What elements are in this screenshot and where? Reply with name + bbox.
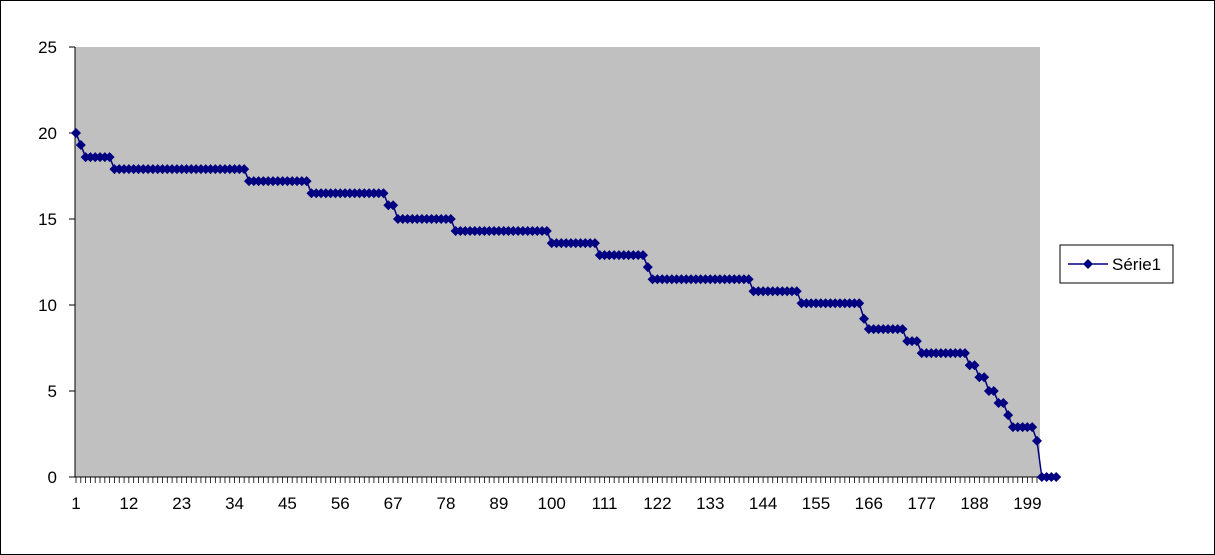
- x-axis: 1 12 23 34 45 56 67 78 89 100 111 122 133 144 155 166 17…: [71, 476, 1042, 513]
- legend-marker-serie1: [1083, 259, 1093, 269]
- data-point: [301, 176, 312, 187]
- x-tick-label: 122: [643, 494, 671, 513]
- data-point: [969, 360, 980, 371]
- x-tick-label: 1: [71, 494, 80, 513]
- x-tick-label: 56: [331, 494, 350, 513]
- data-point: [445, 214, 456, 224]
- x-tick-label: 100: [538, 494, 566, 513]
- data-point: [959, 348, 970, 359]
- data-point: [988, 386, 999, 396]
- x-tick-label: 12: [119, 494, 138, 513]
- data-point: [979, 372, 990, 383]
- data-point: [388, 200, 399, 211]
- x-tick-label: 34: [225, 494, 244, 513]
- x-tick-label: 45: [278, 494, 297, 513]
- data-point: [1003, 410, 1014, 421]
- data-point: [104, 152, 115, 163]
- data-point: [911, 336, 922, 347]
- x-tick-label: 199: [1013, 494, 1041, 513]
- data-point: [642, 262, 653, 273]
- x-tick-label: 133: [696, 494, 724, 513]
- data-point: [1032, 435, 1042, 446]
- data-point: [897, 324, 908, 335]
- x-tick-label: 155: [802, 494, 830, 513]
- x-tick-label: 144: [749, 494, 777, 513]
- data-point: [637, 250, 648, 261]
- y-tick-label: 5: [48, 382, 57, 401]
- x-tick-label: 111: [592, 494, 618, 513]
- data-point: [854, 298, 865, 309]
- legend-label-serie1: Série1: [1112, 255, 1161, 274]
- x-tick-label: 188: [960, 494, 988, 513]
- x-tick-label: 23: [172, 494, 191, 513]
- y-tick-label: 15: [38, 210, 57, 229]
- data-point: [239, 164, 250, 175]
- data-point: [743, 274, 754, 285]
- data-point: [75, 140, 86, 151]
- legend: Série1: [1059, 244, 1174, 284]
- x-tick-label: 89: [489, 494, 508, 513]
- x-tick-label: 177: [907, 494, 935, 513]
- data-point: [378, 188, 389, 199]
- data-point: [541, 226, 552, 237]
- y-tick-label: 0: [48, 468, 57, 487]
- data-point: [998, 398, 1009, 409]
- y-tick-label: 25: [38, 38, 57, 57]
- data-point: [791, 286, 802, 297]
- x-tick-label: 78: [437, 494, 456, 513]
- y-axis: 0 5 10 15 20 25: [38, 38, 76, 487]
- data-point: [1051, 472, 1062, 482]
- data-point: [589, 238, 600, 249]
- data-point: [1027, 422, 1038, 433]
- x-tick-label: 166: [855, 494, 883, 513]
- y-tick-label: 20: [38, 124, 57, 143]
- series-serie1: [71, 128, 1062, 482]
- data-point: [859, 313, 870, 324]
- data-point: [71, 128, 81, 138]
- y-tick-label: 10: [38, 296, 57, 315]
- x-tick-label: 67: [384, 494, 403, 513]
- plot-area: [75, 47, 1040, 477]
